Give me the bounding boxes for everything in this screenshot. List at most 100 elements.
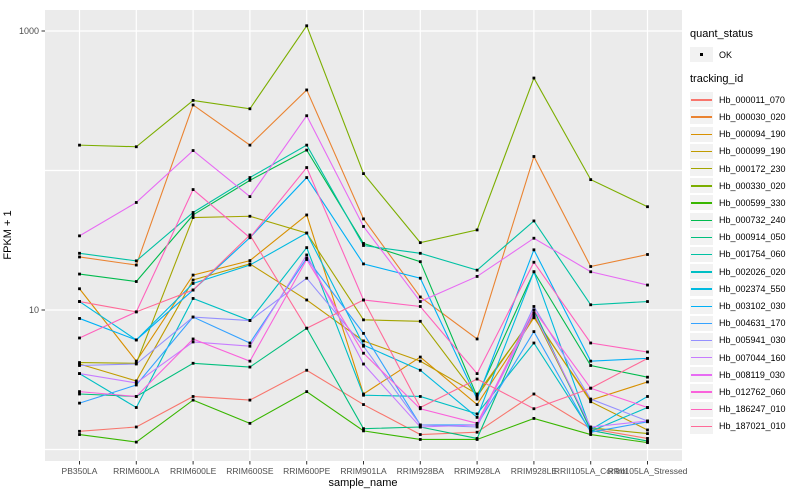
- data-point: [532, 76, 536, 80]
- data-point: [191, 216, 195, 219]
- line-swatch-icon: [691, 168, 712, 170]
- data-point: [191, 398, 195, 402]
- data-point: [248, 365, 252, 369]
- line-swatch-icon: [691, 425, 712, 428]
- data-point: [248, 359, 252, 363]
- data-point: [191, 315, 195, 319]
- data-point: [589, 303, 593, 307]
- legend-key-line: [690, 384, 713, 400]
- data-point: [78, 372, 81, 376]
- data-point: [78, 143, 81, 147]
- data-point: [418, 425, 422, 429]
- line-swatch-icon: [691, 185, 712, 187]
- data-point: [646, 300, 649, 303]
- data-point: [418, 355, 422, 359]
- x-tick-label: RRIM600LA: [113, 466, 160, 476]
- line-swatch-icon: [691, 219, 712, 221]
- data-point: [532, 308, 536, 312]
- data-point: [475, 395, 479, 398]
- data-point: [418, 276, 422, 280]
- data-point: [475, 421, 479, 425]
- legend-entry-label: Hb_000099_190: [719, 146, 786, 157]
- legend-entry-Hb_008119_030: Hb_008119_030: [690, 366, 798, 383]
- data-point: [646, 437, 649, 440]
- data-point: [248, 398, 252, 402]
- data-point: [78, 429, 81, 433]
- data-point: [248, 344, 252, 348]
- line-swatch-icon: [691, 116, 712, 118]
- legend-entry-Hb_187021_010: Hb_187021_010: [690, 418, 798, 435]
- data-point: [305, 253, 309, 257]
- legend-entry-Hb_003102_030: Hb_003102_030: [690, 297, 798, 314]
- data-point: [362, 242, 365, 245]
- data-point: [475, 423, 479, 427]
- data-point: [532, 392, 536, 396]
- data-point: [134, 259, 138, 263]
- legend-entry-label: Hb_002026_020: [719, 266, 786, 277]
- legend-key-line: [690, 332, 713, 348]
- data-point: [134, 338, 138, 342]
- data-point: [646, 350, 649, 354]
- legend-entry-label: Hb_005941_030: [719, 335, 786, 346]
- legend-entry-Hb_002374_550: Hb_002374_550: [690, 280, 798, 297]
- data-point: [248, 421, 252, 425]
- data-point: [78, 392, 81, 396]
- data-point: [248, 178, 252, 182]
- data-point: [362, 318, 365, 322]
- legend-key-line: [690, 92, 713, 108]
- data-point: [532, 341, 536, 345]
- data-point: [475, 268, 479, 272]
- data-point: [248, 263, 252, 267]
- data-point: [78, 317, 81, 320]
- data-point: [305, 246, 309, 250]
- data-point: [589, 178, 593, 182]
- legend-entry-Hb_001754_060: Hb_001754_060: [690, 246, 798, 263]
- data-point: [589, 400, 593, 404]
- data-point: [134, 379, 138, 383]
- data-point: [475, 392, 479, 396]
- data-point: [191, 273, 195, 277]
- legend-entry-label: Hb_000172_230: [719, 163, 786, 174]
- data-point: [134, 362, 138, 366]
- legend-entry-Hb_000094_190: Hb_000094_190: [690, 126, 798, 143]
- data-point: [248, 176, 252, 179]
- line-swatch-icon: [691, 339, 712, 342]
- data-point: [248, 143, 252, 147]
- data-point: [78, 364, 81, 367]
- data-point: [191, 99, 195, 102]
- legend-tracking-id-entries: Hb_000011_070 Hb_000030_020 Hb_000094_190 H…: [690, 91, 798, 435]
- data-point: [191, 188, 195, 191]
- legend-entry-label: Hb_000094_190: [719, 129, 786, 140]
- data-point: [248, 236, 252, 240]
- data-point: [532, 305, 536, 308]
- data-point: [589, 386, 593, 390]
- data-point: [589, 265, 593, 268]
- data-point: [362, 403, 365, 406]
- data-point: [305, 148, 309, 152]
- data-point: [475, 437, 479, 440]
- data-point: [646, 283, 649, 287]
- data-point: [362, 331, 365, 335]
- data-point: [475, 403, 479, 406]
- data-point: [418, 368, 422, 372]
- x-tick-label: RRIM600PE: [283, 466, 331, 476]
- x-tick-label: RRIM901LA: [340, 466, 387, 476]
- x-tick-label: RRIM928LA: [453, 466, 501, 476]
- data-point: [248, 259, 252, 263]
- data-point: [78, 287, 81, 291]
- data-point: [418, 251, 422, 255]
- data-point: [532, 417, 536, 420]
- data-point: [362, 244, 365, 247]
- legend-key-line: [690, 143, 713, 159]
- data-point: [305, 24, 309, 28]
- data-point: [191, 337, 195, 341]
- data-point: [78, 255, 81, 259]
- data-point: [646, 439, 649, 443]
- legend-entry-Hb_000330_020: Hb_000330_020: [690, 177, 798, 194]
- data-point: [475, 412, 479, 416]
- data-point: [305, 231, 309, 235]
- data-point: [78, 401, 81, 405]
- data-point: [475, 275, 479, 278]
